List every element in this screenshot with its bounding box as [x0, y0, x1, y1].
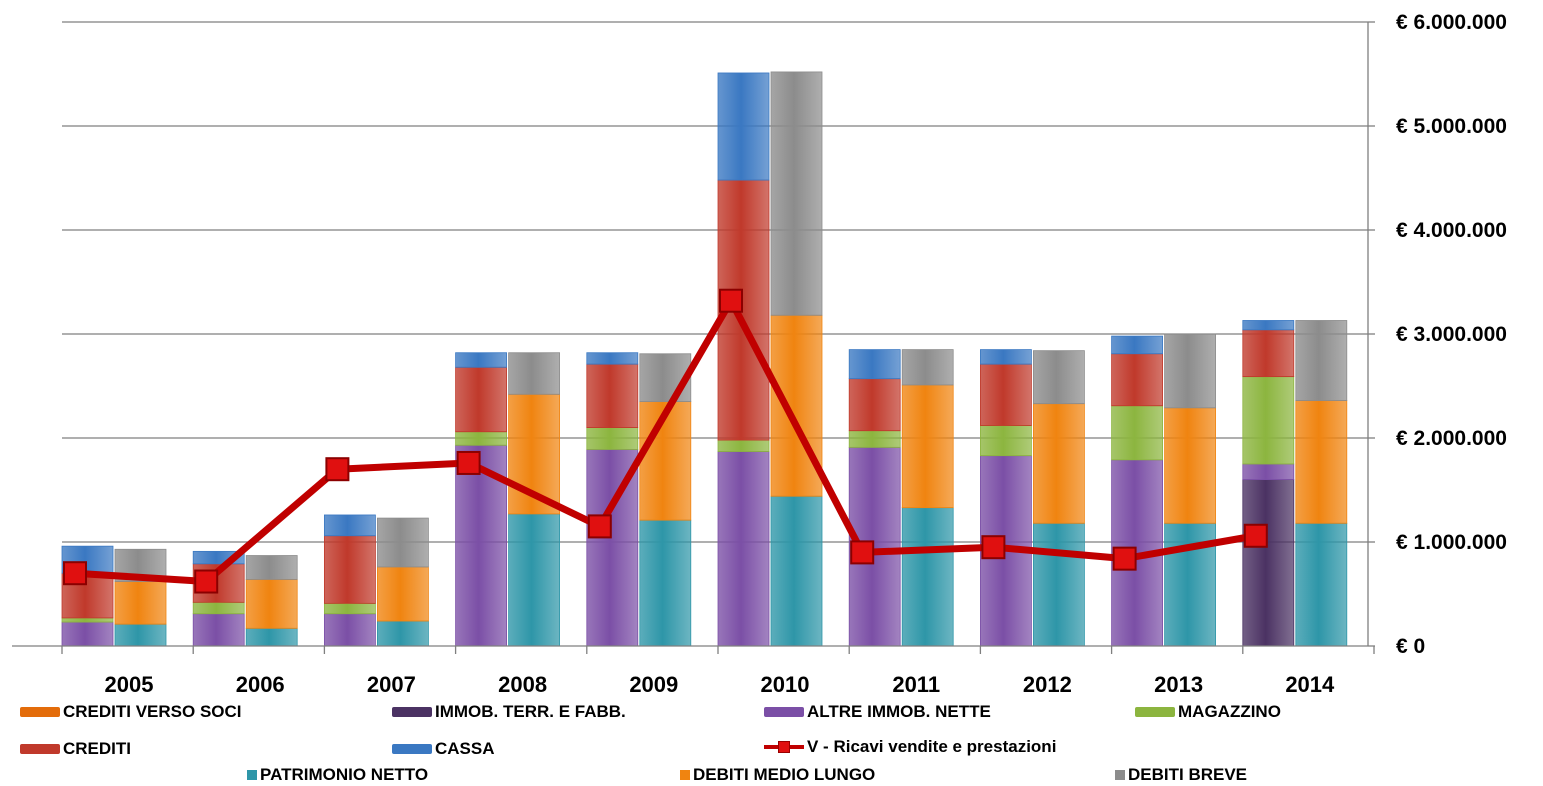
bar-segment-2014-magazzino [1242, 376, 1295, 465]
x-category-label: 2013 [1154, 672, 1203, 697]
revenue-point-marker [981, 535, 1006, 560]
bar-segment-2013-cassa [1111, 335, 1163, 355]
x-category-label: 2011 [892, 672, 940, 697]
bar-segment-2009-magazzino [586, 427, 639, 450]
bar-segment-2006-magazzino [192, 601, 245, 615]
bar-segment-2009-cassa [586, 352, 639, 365]
bar-segment-2010-debiti-breve [770, 71, 823, 316]
bar-segment-2012-debiti-medio-lungo [1033, 403, 1085, 524]
bar-segment-2014-patrimonio-netto [1295, 522, 1348, 647]
bars [61, 71, 1348, 647]
bar-segment-2011-debiti-breve [901, 349, 954, 386]
bar-segment-2012-cassa [980, 349, 1032, 365]
revenue-point-marker [1243, 523, 1268, 548]
bar-segment-2007-debiti-medio-lungo [376, 566, 429, 622]
bar-segment-2006-patrimonio-netto [245, 627, 298, 647]
bar-segment-2011-patrimonio-netto [901, 507, 954, 647]
x-category-label: 2010 [761, 672, 810, 697]
bar-segment-2011-debiti-medio-lungo [901, 384, 954, 509]
bar-segment-2014-immob-terr-e-fabb- [1242, 479, 1295, 647]
bar-segment-2009-patrimonio-netto [639, 519, 692, 647]
bar-segment-2014-debiti-medio-lungo [1295, 400, 1348, 524]
bar-segment-2010-magazzino [717, 439, 770, 452]
bar-segment-2012-patrimonio-netto [1033, 522, 1085, 647]
bar-segment-2005-magazzino [61, 617, 114, 623]
bar-segment-2007-altre-immob-nette [323, 613, 376, 647]
bar-segment-2012-crediti [980, 363, 1032, 426]
revenue-point-marker [456, 450, 481, 475]
x-category-label: 2009 [629, 672, 678, 697]
axes [12, 21, 1375, 654]
bar-segment-2011-magazzino [848, 430, 901, 448]
bar-segment-2008-cassa [455, 352, 508, 368]
y-tick-label: € 1.000.000 [1396, 531, 1507, 554]
bar-segment-2014-crediti [1242, 329, 1295, 378]
bar-segment-2010-patrimonio-netto [770, 495, 823, 647]
bar-segment-2008-crediti [455, 366, 508, 433]
x-category-label: 2005 [105, 672, 154, 697]
bar-segment-2013-debiti-medio-lungo [1164, 407, 1216, 524]
revenue-line [74, 297, 1257, 586]
revenue-point-marker [1112, 546, 1137, 571]
bar-segment-2007-debiti-breve [376, 517, 429, 568]
bar-segment-2008-magazzino [455, 431, 508, 446]
bar-segment-2006-debiti-breve [245, 555, 298, 580]
y-tick-label: € 6.000.000 [1396, 11, 1507, 34]
bar-segment-2010-debiti-medio-lungo [770, 314, 823, 497]
y-tick-label: € 0 [1396, 635, 1425, 658]
x-category-label: 2006 [236, 672, 285, 697]
revenue-point-marker [587, 514, 612, 539]
revenue-point-marker [63, 561, 87, 586]
revenue-point-marker [325, 457, 350, 482]
bar-segment-2006-altre-immob-nette [192, 613, 245, 647]
bar-segment-2010-altre-immob-nette [717, 451, 770, 647]
revenue-point-marker [850, 540, 875, 565]
bar-segment-2011-crediti [848, 378, 901, 432]
bar-segment-2005-debiti-medio-lungo [114, 581, 167, 625]
y-tick-label: € 2.000.000 [1396, 427, 1507, 450]
bar-segment-2013-magazzino [1111, 405, 1163, 461]
y-axis-tick-labels: € 0 € 1.000.000 € 2.000.000 € 3.000.000 € 4.… [1396, 11, 1507, 658]
bar-segment-2007-patrimonio-netto [376, 620, 429, 647]
x-category-label: 2008 [498, 672, 547, 697]
revenue-point-marker [194, 569, 219, 594]
bar-segment-2007-cassa [323, 514, 376, 537]
x-category-label: 2014 [1285, 672, 1335, 697]
x-category-label: 2007 [367, 672, 416, 697]
bar-segment-2010-cassa [717, 72, 770, 181]
bar-segment-2005-patrimonio-netto [114, 623, 167, 647]
bar-segment-2013-crediti [1111, 353, 1163, 407]
x-category-label: 2012 [1023, 672, 1072, 697]
bar-segment-2009-crediti [586, 363, 639, 429]
bar-segment-2014-debiti-breve [1295, 320, 1348, 401]
y-tick-label: € 5.000.000 [1396, 115, 1507, 138]
bar-segment-2006-debiti-medio-lungo [245, 579, 298, 629]
bar-segment-2014-altre-immob-nette [1242, 463, 1295, 481]
bar-segment-2012-magazzino [980, 425, 1032, 457]
bar-segment-2007-crediti [323, 535, 376, 604]
bar-segment-2012-debiti-breve [1033, 350, 1085, 405]
x-axis-category-labels: 2005 2006 2007 2008 2009 2010 2011 2012 2013 2014 [105, 672, 1336, 697]
revenue-line-series [63, 288, 1268, 594]
bar-segment-2008-debiti-breve [508, 352, 561, 395]
bar-segment-2009-debiti-medio-lungo [639, 401, 692, 521]
bar-segment-2013-debiti-breve [1164, 333, 1216, 409]
y-tick-label: € 3.000.000 [1396, 323, 1507, 346]
bar-segment-2014-cassa [1242, 320, 1295, 331]
y-tick-label: € 4.000.000 [1396, 219, 1507, 242]
bar-segment-2005-altre-immob-nette [61, 621, 114, 647]
revenue-point-marker [719, 288, 743, 313]
bar-segment-2011-cassa [848, 349, 901, 380]
bar-segment-2007-magazzino [323, 602, 376, 615]
bar-segment-2008-patrimonio-netto [508, 513, 561, 647]
